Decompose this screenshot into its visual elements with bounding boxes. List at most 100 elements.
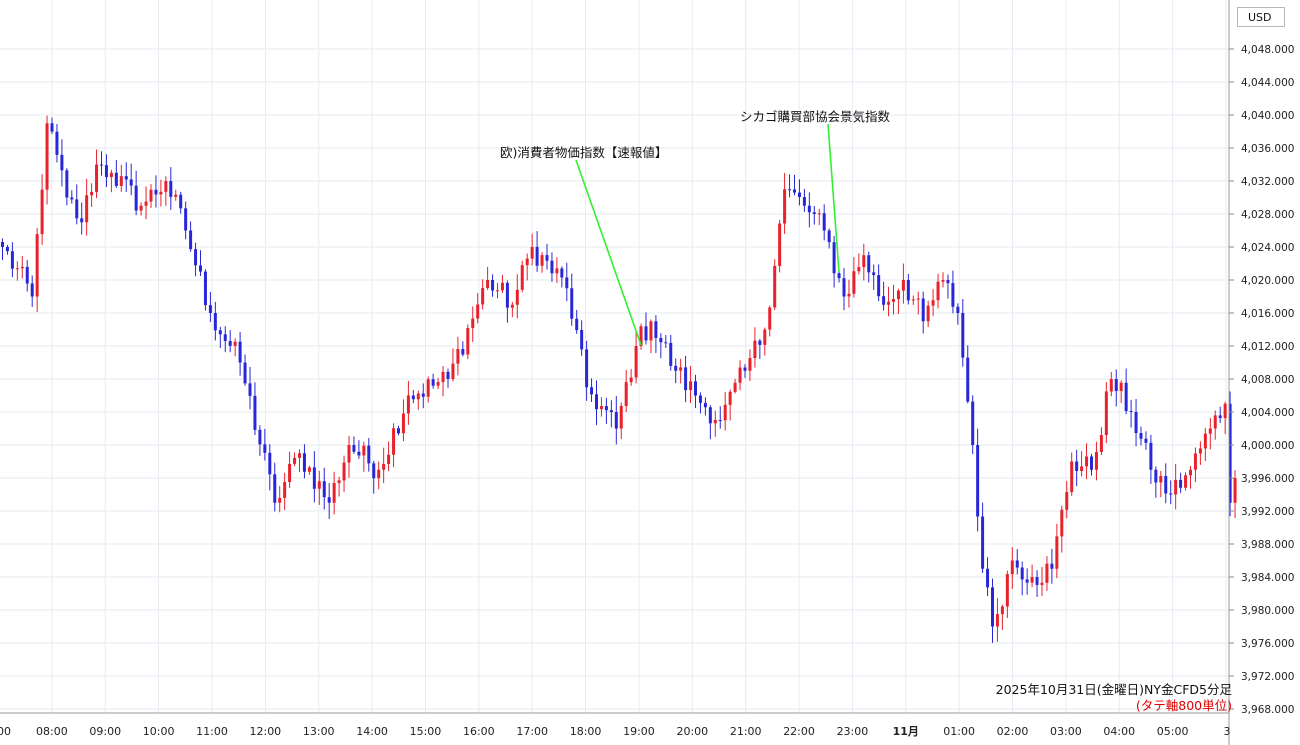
candle-body [867,255,871,273]
candle-body [446,371,450,379]
candle-body [100,164,103,166]
candle-body [698,395,702,403]
candle-body [510,304,514,308]
caption-line-2: (タテ軸800単位) [1135,698,1232,713]
candle-body [921,298,925,322]
candle-body [1144,438,1148,443]
candle-body [1005,574,1009,607]
candle-body [654,321,658,338]
candle-body [337,480,341,484]
candle-body [1139,433,1143,439]
candle-body [327,497,331,503]
candle-body [213,313,217,331]
candle-body [332,483,336,503]
candle-body [817,213,821,215]
candle-body [144,201,148,206]
candle-body [1050,563,1054,569]
candle-body [302,453,306,472]
candle-body [911,299,915,301]
candle-body [362,445,366,456]
y-tick-label: 4,004.000 [1241,407,1294,419]
candle-body [263,444,267,453]
candle-body [382,463,386,470]
candle-body [80,218,84,223]
candle-body [1129,411,1133,413]
candle-body [619,405,623,429]
candle-body [788,189,792,191]
candle-body [421,393,425,397]
candle-body [842,278,846,297]
candle-body [1233,478,1237,503]
candle-body [1015,560,1019,568]
candle-body [20,266,24,269]
candle-body [397,428,400,434]
candle-body [35,234,39,297]
candle-body [85,195,89,223]
candle-body [679,367,683,371]
candle-body [684,367,688,391]
candle-body [10,251,14,269]
candle-body [936,281,940,301]
candle-body [892,299,895,302]
candle-body [1020,567,1024,580]
candle-body [5,247,9,252]
x-tick-label: 01:00 [943,725,975,738]
y-tick-label: 3,984.000 [1241,572,1294,584]
x-tick-label: 16:00 [463,725,495,738]
x-axis: 00 08:00 09:00 10:00 11:00 12:00 13:00 14:00 15:… [0,712,1231,738]
candle-body [104,165,108,178]
candle-body [233,341,237,346]
candle-body [887,301,891,305]
y-tick-label: 4,016.000 [1241,308,1294,320]
candle-body [248,383,252,396]
annotation-line [827,123,840,273]
x-tick-label: 02:00 [997,725,1029,738]
candle-body [95,164,99,192]
candle-body [773,265,777,308]
candle-body [392,428,396,455]
candle-body [228,340,232,346]
candle-body [793,189,796,193]
candle-body [857,267,861,272]
candle-body [436,382,440,386]
currency-selector[interactable]: USD [1237,7,1285,27]
candle-body [956,306,960,313]
candle-body [1104,391,1108,436]
candle-body [768,307,772,330]
candle-body [896,290,900,300]
candle-body [159,191,163,195]
candle-body [669,342,673,366]
x-tick-label: 23:00 [837,725,869,738]
candles [1,115,1237,643]
candle-body [55,131,59,155]
candle-body [500,282,504,291]
candle-body [283,482,287,498]
x-tick-label: 13:00 [303,725,335,738]
candle-body [25,266,29,284]
candle-body [530,247,534,259]
candle-body [1035,577,1039,585]
candle-body [65,170,69,198]
candle-body [555,268,559,274]
candle-body [134,185,138,211]
candle-body [342,462,346,481]
candle-body [456,348,460,364]
x-tick-label: 08:00 [36,725,68,738]
candle-body [312,467,316,489]
candle-body [763,329,767,345]
candle-body [154,189,158,195]
chart-caption: 2025年10月31日(金曜日)NY金CFD5分足 (タテ軸800単位) [996,682,1232,714]
candle-body [401,413,405,434]
candle-body [357,451,361,456]
y-tick-label: 4,040.000 [1241,110,1294,122]
candle-body [149,189,153,202]
candle-body [258,429,262,445]
candle-body [426,379,430,397]
candle-body [109,172,113,178]
candle-body [674,365,678,371]
candle-body [1159,475,1163,483]
candle-body [298,453,301,458]
candle-body [604,406,608,411]
y-tick-label: 3,968.000 [1241,704,1294,716]
